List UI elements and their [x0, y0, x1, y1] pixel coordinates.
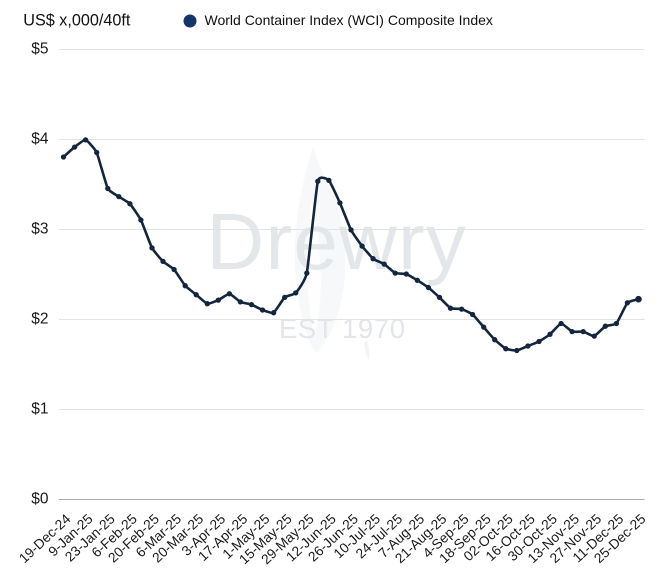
svg-text:Drewry: Drewry — [207, 197, 468, 286]
svg-text:US$ x,000/40ft: US$ x,000/40ft — [23, 12, 131, 30]
svg-text:$3: $3 — [31, 221, 48, 238]
svg-text:$4: $4 — [31, 131, 49, 148]
svg-text:$2: $2 — [31, 311, 48, 328]
svg-text:EST 1970: EST 1970 — [279, 313, 406, 344]
svg-text:World Container Index (WCI) Co: World Container Index (WCI) Composite In… — [205, 12, 493, 28]
svg-text:$0: $0 — [31, 491, 49, 508]
svg-text:$1: $1 — [31, 401, 48, 418]
svg-text:$5: $5 — [31, 41, 48, 58]
